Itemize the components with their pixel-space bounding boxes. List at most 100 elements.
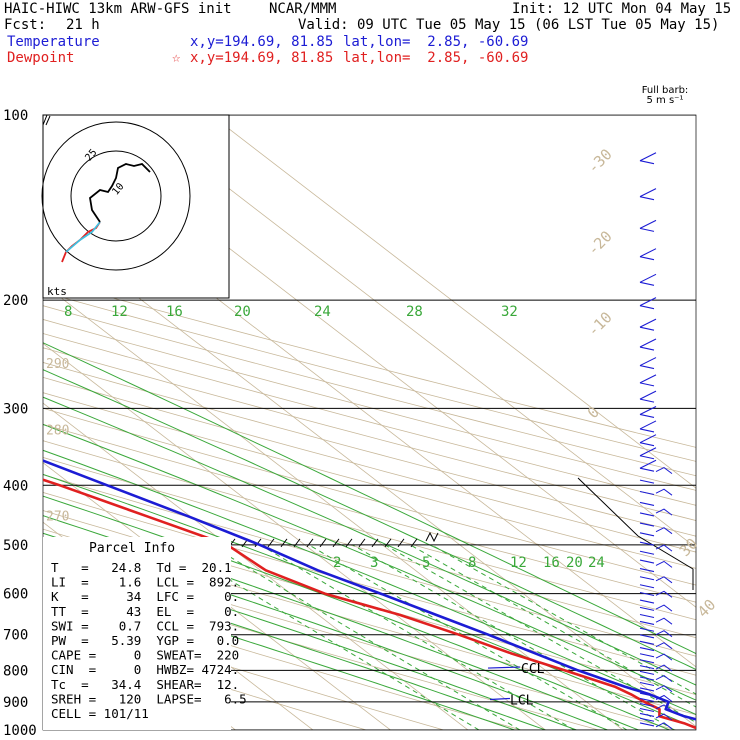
temperature-right-label: -30: [584, 145, 616, 177]
organization-label: NCAR/MMM: [269, 1, 337, 17]
wind-barb: [639, 305, 655, 310]
thetae-label: 28: [406, 304, 423, 320]
wind-barb-lower: [655, 704, 673, 712]
wind-barb: [639, 599, 655, 604]
wind-barb-flag: [639, 357, 657, 367]
wind-barb: [639, 398, 655, 403]
parcel-info-title: Parcel Info: [89, 541, 175, 556]
wind-barb-lower: [655, 590, 673, 598]
dry-adiabat-line: [43, 319, 696, 491]
dry-adiabat-line: [43, 457, 696, 639]
plot-frame: [42, 114, 697, 731]
wind-barb-flag: [639, 405, 657, 415]
dry-adiabat-line: [43, 491, 696, 676]
mixing-ratio-label: 16: [543, 555, 560, 571]
wind-barb: [639, 647, 655, 652]
wind-barb: [639, 627, 655, 632]
wind-barb-flag: [639, 434, 657, 444]
wind-barb: [639, 382, 655, 387]
parcel-info-row: CAPE = 0 SWEAT= 220: [51, 648, 239, 663]
pressure-label: 700: [3, 628, 28, 644]
wind-barb: [639, 681, 655, 687]
wind-barb-lower: [655, 664, 673, 672]
theta-left-label: 270: [46, 510, 69, 525]
wind-barb: [639, 712, 655, 717]
pressure-label: 300: [3, 401, 28, 417]
pressure-label: 500: [3, 538, 28, 554]
moist-adiabat-line: [43, 575, 515, 730]
lcl-marker-line: [489, 697, 511, 701]
wind-barb: [639, 160, 655, 165]
hodograph-corner-mark: [42, 114, 51, 126]
wind-barb: [639, 455, 655, 460]
dry-adiabat-line: [43, 440, 696, 621]
wind-barb-flag: [639, 152, 657, 162]
ccl-marker-line: [487, 666, 521, 669]
wind-barb-lower: [655, 508, 673, 516]
temperature-right-label: 40: [694, 596, 720, 622]
wind-barb-lower: [655, 560, 673, 568]
mixing-ratio-label: 2: [333, 555, 341, 571]
dry-adiabat-line: [43, 474, 696, 657]
wind-barb: [639, 606, 655, 611]
dry-adiabat-line: [43, 423, 696, 603]
ccl-label: CCL: [521, 662, 545, 677]
parcel-info-row: CELL = 101/11: [51, 706, 149, 721]
wind-barb-lower: [655, 527, 673, 535]
isotherm-line: [0, 101, 20, 740]
moist-adiabat-line: [43, 495, 670, 730]
wind-barb: [639, 567, 655, 573]
temperature-right-label: -20: [584, 227, 616, 259]
hodograph-box: [42, 114, 230, 299]
wind-barb: [639, 442, 655, 447]
freezing-level-hash-mark: [319, 538, 327, 548]
wind-barb-lower: [655, 544, 673, 552]
wind-barb-lower: [655, 576, 673, 584]
wind-barb-flag: [639, 447, 657, 457]
dry-adiabat-line: [43, 305, 696, 477]
wind-barb: [639, 659, 655, 664]
mixing-ratio-line: [352, 544, 675, 730]
wind-barb: [639, 634, 655, 639]
wind-barb-flag: [639, 188, 657, 198]
wind-barb: [639, 541, 655, 546]
wind-barb: [639, 620, 655, 626]
legend-dewpoint-name: Dewpoint: [7, 50, 75, 66]
thetae-label: 16: [166, 304, 183, 320]
wind-barb: [639, 532, 655, 537]
theta-left-label: 290: [46, 357, 69, 372]
isotherm-line: [43, 402, 469, 730]
wind-barb: [639, 591, 655, 597]
wind-barb: [639, 717, 655, 722]
thetae-label: 8: [64, 304, 72, 320]
moist-adiabat-line: [43, 369, 696, 671]
wind-barb: [639, 522, 655, 527]
init-time: Init: 12 UTC Mon 04 May 15: [512, 1, 732, 17]
wind-barb: [639, 584, 655, 589]
legend-dewpoint-marker-icon: ☆: [172, 50, 181, 66]
freezing-level-hash-mark: [410, 538, 418, 548]
moist-adiabat-line: [43, 473, 696, 729]
wind-barb: [639, 550, 655, 555]
wind-barb-lower: [655, 617, 673, 625]
mixing-ratio-line: [410, 544, 696, 708]
barb-title: Full barb:: [641, 85, 689, 96]
thetae-label: 24: [314, 304, 331, 320]
wind-barb-flag: [639, 297, 657, 307]
hodograph-upper-level-trace: [89, 163, 151, 223]
wind-barb: [639, 676, 655, 681]
thetae-label: 12: [111, 304, 128, 320]
parcel-info-row: T = 24.8 Td = 20.1: [51, 560, 232, 575]
wind-barb-lower: [655, 694, 673, 702]
dry-adiabat-line: [43, 291, 696, 462]
hodograph-mid-level-trace: [65, 221, 101, 253]
freezing-level-hash-mark: [358, 538, 366, 548]
wind-barb: [639, 326, 655, 331]
wind-barb: [639, 702, 655, 708]
dry-adiabat-line: [43, 361, 696, 537]
dry-adiabat-line: [43, 630, 368, 730]
theta-left-label: 280: [46, 423, 69, 438]
wind-barb-lower: [655, 630, 673, 638]
freezing-level-hash-mark: [293, 538, 301, 548]
